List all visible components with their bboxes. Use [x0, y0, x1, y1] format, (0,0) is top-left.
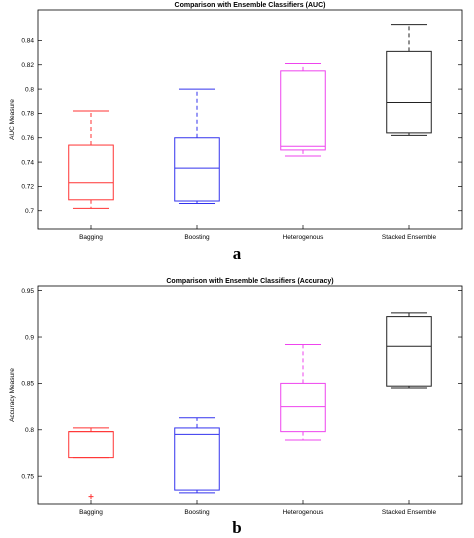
panel-label-a: a	[232, 244, 242, 263]
box-heterogenous	[280, 343, 326, 441]
y-tick-label: 0.95	[21, 288, 34, 295]
box-boosting	[174, 88, 220, 204]
panel-label-b: b	[232, 518, 242, 537]
box-iqr	[68, 144, 114, 201]
x-tick-label: Stacked Ensemble	[382, 234, 437, 241]
box-iqr	[174, 137, 220, 202]
x-tick-label: Stacked Ensemble	[382, 509, 437, 516]
x-tick-label: Bagging	[79, 234, 103, 241]
y-tick-label: 0.76	[21, 135, 34, 142]
auc-chart-panel: Comparison with Ensemble Classifiers (AU…	[0, 0, 474, 268]
y-tick-label: 0.74	[21, 159, 34, 166]
x-tick-label: Boosting	[184, 509, 210, 516]
y-tick-label: 0.8	[25, 427, 34, 434]
y-axis-label: Accuracy Measure	[9, 368, 16, 422]
box-iqr	[280, 382, 326, 433]
y-tick-label: 0.78	[21, 111, 34, 118]
y-tick-label: 0.9	[25, 334, 34, 341]
box-iqr	[386, 50, 432, 134]
box-iqr	[280, 70, 326, 151]
accuracy-boxplot: Comparison with Ensemble Classifiers (Ac…	[9, 278, 463, 516]
y-tick-label: 0.82	[21, 62, 34, 69]
box-iqr	[174, 427, 220, 491]
x-tick-label: Heterogenous	[283, 509, 325, 516]
chart-title: Comparison with Ensemble Classifiers (AU…	[175, 2, 326, 9]
y-axis-label: AUC Measure	[9, 99, 16, 140]
y-tick-label: 0.75	[21, 473, 34, 480]
x-tick-label: Heterogenous	[283, 234, 325, 241]
y-tick-label: 0.84	[21, 38, 34, 45]
x-tick-label: Boosting	[184, 234, 210, 241]
box-bagging	[68, 427, 114, 500]
y-tick-label: 0.8	[25, 86, 34, 93]
box-heterogenous	[280, 63, 326, 157]
chart-title: Comparison with Ensemble Classifiers (Ac…	[166, 278, 333, 285]
box-iqr	[386, 316, 432, 387]
accuracy-chart-panel: Comparison with Ensemble Classifiers (Ac…	[0, 268, 474, 537]
y-tick-label: 0.7	[25, 208, 34, 215]
outlier-marker	[88, 494, 94, 500]
box-boosting	[174, 417, 220, 494]
box-stacked-ensemble	[386, 312, 432, 389]
y-tick-label: 0.72	[21, 184, 34, 191]
plot-frame	[37, 285, 463, 505]
box-bagging	[68, 110, 114, 209]
box-stacked-ensemble	[386, 24, 432, 136]
auc-boxplot: Comparison with Ensemble Classifiers (AU…	[9, 2, 463, 241]
x-tick-label: Bagging	[79, 509, 103, 516]
box-iqr	[68, 431, 114, 459]
y-tick-label: 0.85	[21, 381, 34, 388]
plot-frame	[37, 9, 463, 230]
